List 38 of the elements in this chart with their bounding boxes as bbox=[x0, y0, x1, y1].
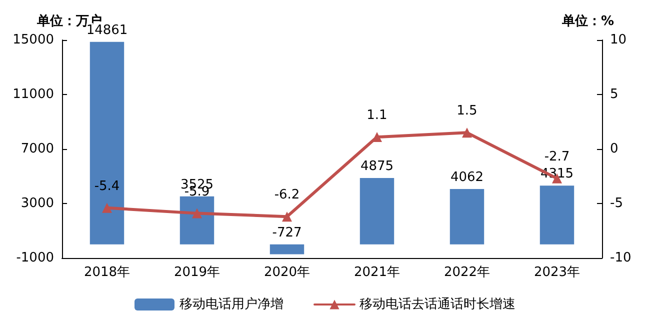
data-label: -6.2 bbox=[274, 188, 300, 203]
bar bbox=[360, 178, 394, 244]
y2-axis-title: 单位：% bbox=[561, 13, 614, 29]
x-tick-label: 2023年 bbox=[534, 265, 580, 280]
y-tick-label: 3000 bbox=[20, 196, 54, 211]
y2-tick-label: 0 bbox=[610, 142, 618, 156]
x-tick-label: 2018年 bbox=[84, 265, 130, 280]
y-tick-label: -1000 bbox=[16, 250, 54, 266]
point bbox=[282, 212, 292, 222]
bar bbox=[270, 244, 304, 254]
point bbox=[192, 208, 202, 218]
legend-label: 移动电话去话通话时长增速 bbox=[360, 297, 516, 312]
y2-tick-label: 5 bbox=[610, 87, 618, 102]
data-label: 1.5 bbox=[456, 104, 478, 119]
data-label: -2.7 bbox=[544, 149, 570, 164]
legend-label: 移动电话用户净增 bbox=[180, 297, 284, 312]
y-tick-label: 15000 bbox=[12, 32, 54, 48]
data-label: -727 bbox=[272, 225, 302, 240]
x-tick-label: 2022年 bbox=[444, 265, 490, 280]
x-tick-label: 2020年 bbox=[264, 265, 310, 280]
x-tick-label: 2019年 bbox=[174, 265, 220, 280]
data-label: 4062 bbox=[450, 170, 484, 186]
bar bbox=[90, 42, 124, 244]
y-tick-label: 7000 bbox=[20, 142, 54, 156]
data-label: 4875 bbox=[360, 158, 394, 174]
y2-tick-label: -5 bbox=[610, 196, 623, 211]
data-label: 1.1 bbox=[366, 108, 388, 124]
bar bbox=[540, 186, 574, 244]
data-label: -5.4 bbox=[94, 178, 120, 194]
point bbox=[372, 132, 382, 142]
bar bbox=[450, 189, 484, 244]
point bbox=[462, 128, 472, 138]
y2-tick-label: -10 bbox=[610, 250, 632, 266]
y2-tick-label: 10 bbox=[610, 32, 627, 48]
bar bbox=[180, 196, 214, 244]
y-tick-label: 11000 bbox=[12, 87, 54, 102]
x-tick-label: 2021年 bbox=[354, 265, 400, 280]
point bbox=[102, 202, 112, 213]
